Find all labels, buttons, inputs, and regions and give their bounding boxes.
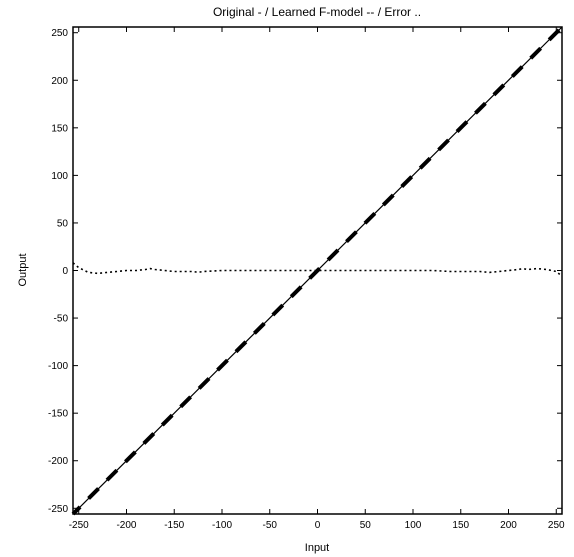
x-tick-label: 0 [315,520,321,531]
x-axis-label: Input [305,542,329,554]
x-tick-label: 150 [452,520,469,531]
x-tick-label: 50 [360,520,372,531]
x-tick-label: -250 [69,520,89,531]
y-tick-label: 0 [62,266,68,277]
x-tick-label: -200 [116,520,136,531]
y-tick-label: 200 [51,76,68,87]
x-tick-label: 100 [405,520,422,531]
x-tick-label: -150 [164,520,184,531]
x-tick-label: -100 [212,520,232,531]
y-tick-label: -200 [48,456,68,467]
ticks-group: -250 -200 -150 -100 -50 0 50 100 150 200 250 -250 -2… [48,27,565,531]
y-tick-label: 100 [51,171,68,182]
y-tick-label: -100 [48,361,68,372]
chart-title: Original - / Learned F-model -- / Error … [213,5,421,19]
y-tick-label: -50 [54,314,69,325]
y-tick-label: -150 [48,409,68,420]
y-axis-label: Output [17,253,29,286]
x-tick-label: 250 [548,520,565,531]
y-tick-label: 50 [57,218,69,229]
y-tick-label: 250 [51,28,68,39]
x-tick-label: -50 [263,520,278,531]
learned-model-line [71,25,564,516]
x-tick-label: 200 [500,520,517,531]
y-tick-label: -250 [48,504,68,515]
series-group [71,25,564,516]
error-line [72,262,563,277]
y-tick-label: 150 [51,123,68,134]
